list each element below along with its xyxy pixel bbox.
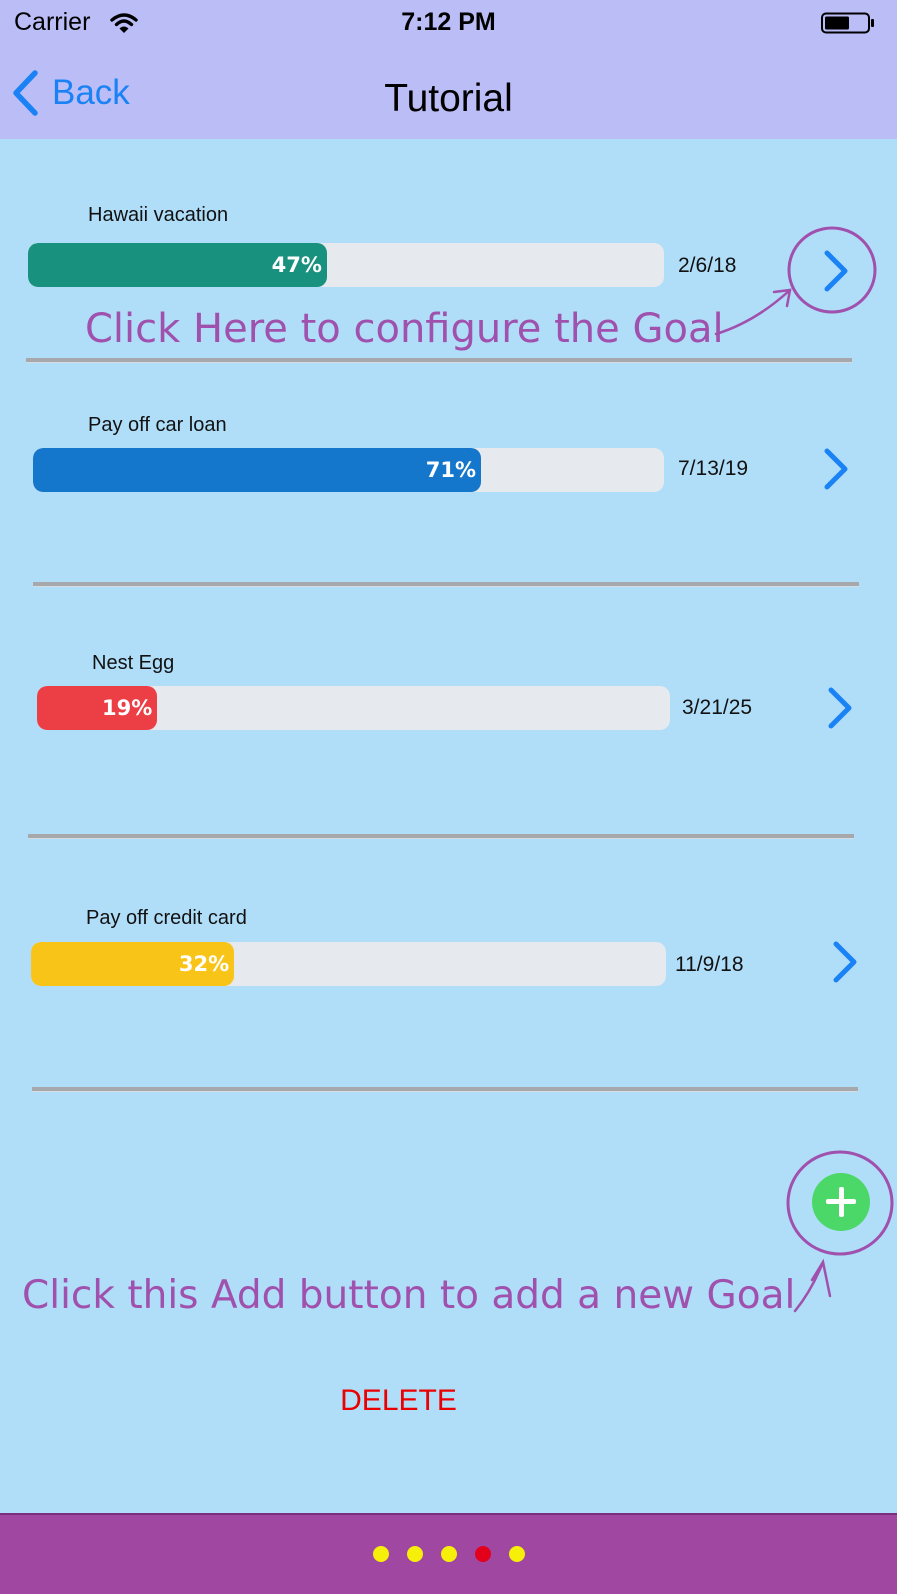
goal-progress-fill	[33, 448, 481, 492]
back-button-label: Back	[52, 73, 130, 112]
goal-progress-bar: 71%	[33, 448, 664, 492]
goal-percent-label: 47%	[271, 253, 322, 277]
battery-icon	[821, 12, 874, 34]
page-title: Tutorial	[384, 77, 513, 120]
plus-icon-stroke	[838, 1187, 844, 1217]
goal-progress-bar: 47%	[28, 243, 664, 287]
goal-target-date: 3/21/25	[682, 696, 753, 719]
add-goal-button[interactable]	[812, 1173, 870, 1231]
goal-progress-fill	[37, 686, 158, 730]
goal-name: Pay off car loan	[88, 414, 227, 436]
configure-arrow-icon	[714, 288, 792, 336]
goal-target-date: 7/13/19	[678, 457, 749, 480]
goal-percent-label: 19%	[102, 696, 153, 720]
row-divider	[28, 834, 854, 839]
back-button[interactable]: Back	[10, 68, 130, 118]
navigation-bar: Carrier 7:12 PM Back Tutorial	[0, 0, 897, 139]
add-arrow-icon	[793, 1258, 832, 1313]
bottom-bar	[0, 1513, 897, 1594]
page-dot[interactable]	[406, 1546, 423, 1562]
chevron-right-icon[interactable]	[830, 940, 860, 984]
chevron-right-icon[interactable]	[825, 686, 855, 730]
chevron-left-icon	[13, 70, 38, 116]
wifi-icon	[110, 13, 138, 33]
goal-target-date: 2/6/18	[678, 254, 737, 277]
page-dot-current[interactable]	[474, 1546, 491, 1562]
goal-percent-label: 32%	[178, 952, 230, 976]
goal-percent-label: 71%	[425, 458, 476, 482]
chevron-right-icon[interactable]	[821, 249, 851, 293]
carrier-label: Carrier	[14, 8, 91, 36]
goal-name: Nest Egg	[92, 652, 175, 674]
row-divider	[33, 582, 859, 587]
configure-hint-text: Click Here to configure the Goal	[85, 306, 724, 352]
goal-progress-bar: 32%	[31, 942, 666, 986]
goal-progress-fill	[31, 942, 235, 986]
page-dot[interactable]	[372, 1546, 389, 1562]
delete-button[interactable]: DELETE	[340, 1384, 457, 1417]
goal-progress-bar: 19%	[37, 686, 670, 730]
goal-name: Hawaii vacation	[88, 204, 229, 226]
clock-label: 7:12 PM	[401, 8, 496, 36]
page-dot[interactable]	[508, 1546, 525, 1562]
add-hint-text: Click this Add button to add a new Goal	[22, 1273, 796, 1318]
goal-target-date: 11/9/18	[675, 953, 744, 976]
row-divider	[26, 358, 852, 363]
row-divider	[32, 1087, 858, 1092]
goal-progress-fill	[28, 243, 327, 287]
chevron-right-icon[interactable]	[821, 447, 851, 491]
page-dot[interactable]	[440, 1546, 457, 1562]
page-control	[0, 1546, 897, 1562]
goal-name: Pay off credit card	[86, 907, 247, 929]
